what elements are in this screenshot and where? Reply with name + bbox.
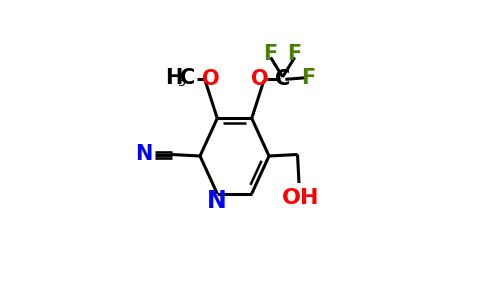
Text: C: C [180,68,195,88]
Text: O: O [251,69,269,89]
Text: F: F [287,44,302,64]
Text: F: F [263,44,278,64]
Text: C: C [275,69,290,89]
Text: OH: OH [282,188,319,208]
Text: 3: 3 [177,76,184,89]
Text: H: H [166,68,183,88]
Text: N: N [207,189,227,213]
Text: O: O [202,69,219,89]
Text: N: N [135,145,152,164]
Text: F: F [301,68,315,88]
